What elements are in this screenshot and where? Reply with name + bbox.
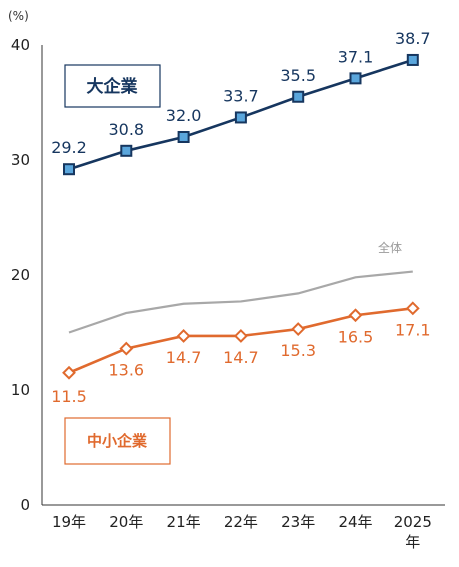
legend-large-box	[64, 64, 161, 108]
data-label: 11.5	[51, 387, 87, 406]
data-point	[349, 72, 362, 85]
data-point	[120, 144, 133, 157]
x-tick-label: 24年	[338, 513, 372, 531]
x-tick-labels: 19年 20年 21年 22年 23年 24年 2025 年	[52, 513, 432, 551]
x-tick-label: 2025	[394, 513, 432, 531]
legend-sme-text: 中小企業	[87, 432, 148, 450]
data-label: 13.6	[108, 361, 144, 380]
data-point	[177, 131, 190, 143]
data-label: 16.5	[338, 327, 374, 346]
x-tick-label: 21年	[167, 513, 201, 531]
y-unit-label: (%)	[8, 9, 29, 23]
data-label: 30.8	[108, 120, 144, 139]
data-point	[348, 308, 363, 323]
data-point	[405, 301, 420, 316]
y-tick-label: 20	[11, 266, 30, 284]
legend-large-enterprise: 大企業	[64, 64, 161, 108]
x-tick-label: 20年	[109, 513, 143, 531]
y-tick-label: 40	[11, 36, 30, 54]
data-point	[62, 365, 76, 380]
data-label: 14.7	[223, 348, 259, 367]
data-labels: 29.2 30.8 32.0 33.7 35.5 37.1 38.7 11.5 13.6 14.7…	[51, 29, 430, 406]
y-tick-label: 10	[11, 381, 30, 399]
data-point	[291, 322, 306, 336]
x-tick-label: 23年	[281, 513, 315, 531]
y-tick-label: 0	[20, 496, 30, 514]
data-point	[406, 53, 419, 66]
y-tick-labels: 0 10 20 30 40	[11, 36, 30, 514]
data-point	[63, 163, 75, 176]
data-label: 29.2	[51, 138, 87, 157]
data-point	[292, 90, 305, 103]
data-label: 37.1	[338, 47, 374, 66]
legend-sme-box	[64, 417, 171, 465]
legend-sme: 中小企業	[64, 417, 171, 465]
legend-large-text: 大企業	[87, 76, 138, 97]
data-label: 17.1	[395, 320, 431, 339]
x-tick-label-suffix: 年	[405, 533, 420, 551]
series-markers	[62, 53, 420, 380]
legend-all-text: 全体	[378, 240, 402, 255]
data-label: 32.0	[166, 106, 202, 125]
x-tick-label: 19年	[52, 513, 86, 531]
data-label: 35.5	[280, 66, 316, 85]
data-point	[234, 111, 247, 124]
data-point	[176, 329, 191, 343]
x-tick-label: 22年	[224, 513, 258, 531]
data-point	[233, 329, 248, 343]
data-label: 15.3	[280, 341, 316, 360]
data-label: 14.7	[166, 348, 202, 367]
y-tick-label: 30	[11, 151, 30, 169]
data-point	[119, 341, 134, 356]
series-line	[68, 270, 413, 334]
data-label: 38.7	[395, 29, 431, 48]
data-label: 33.7	[223, 86, 259, 105]
